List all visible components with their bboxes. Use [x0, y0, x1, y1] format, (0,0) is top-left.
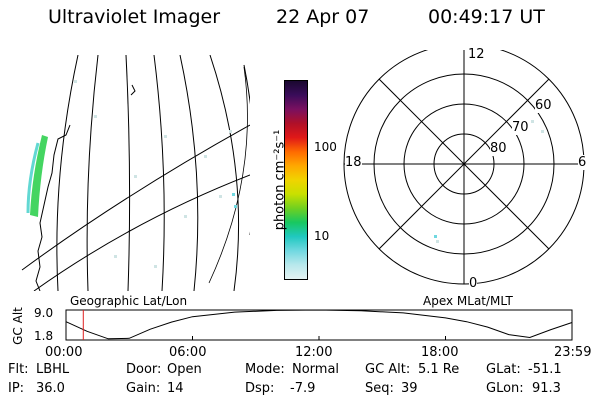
- footer-value: Open: [167, 362, 202, 377]
- footer-label: Flt:: [8, 362, 29, 377]
- chart-xtick-label: 12:00: [295, 345, 333, 360]
- header-date: 22 Apr 07: [276, 6, 370, 28]
- chart-xtick-label: 18:00: [421, 345, 459, 360]
- chart-ytick-label: 1.8: [34, 329, 54, 343]
- polar-plot: [343, 50, 585, 285]
- footer-value: Normal: [292, 362, 340, 377]
- mlt-label-right: 6: [578, 155, 587, 170]
- colorbar: [284, 80, 308, 280]
- footer-value: 14: [167, 381, 184, 396]
- footer-label: Dsp:: [245, 381, 275, 396]
- footer-label: Gain:: [126, 381, 161, 396]
- mlt-label-bottom: 0: [469, 276, 478, 291]
- aurora-emission: [26, 142, 40, 214]
- footer-value: LBHL: [36, 362, 70, 377]
- footer-value: 39: [401, 381, 418, 396]
- footer-value: 91.3: [532, 381, 561, 396]
- lat-label-80: 80: [490, 141, 507, 156]
- aurora-emission: [30, 135, 48, 217]
- footer-value: -51.1: [528, 362, 562, 377]
- coastline: [35, 124, 71, 291]
- footer-label: GLat:: [486, 362, 521, 377]
- lat-label-70: 70: [512, 120, 529, 135]
- geo-panel-label: Geographic Lat/Lon: [70, 294, 188, 308]
- page-title: Ultraviolet Imager: [48, 6, 221, 28]
- chart-ytick-label: 9.0: [34, 306, 54, 320]
- parallel-line: [33, 174, 250, 291]
- meridian-line: [209, 55, 240, 291]
- altitude-chart: [65, 309, 573, 341]
- colorbar-unit-label: photon cm⁻²s⁻¹: [272, 129, 288, 231]
- lat-label-60: 60: [535, 98, 552, 113]
- geographic-image: [21, 55, 250, 291]
- header-time: 00:49:17 UT: [428, 6, 545, 28]
- chart-xtick-label: 00:00: [45, 345, 83, 360]
- mlt-label-top: 12: [468, 47, 485, 62]
- footer-value: 36.0: [36, 381, 65, 396]
- footer-label: Seq:: [365, 381, 394, 396]
- footer-value: -7.9: [290, 381, 316, 396]
- footer-label: IP:: [8, 381, 25, 396]
- chart-xtick-label: 23:59: [554, 345, 592, 360]
- chart-frame: [65, 309, 573, 341]
- footer-label: GLon:: [486, 381, 524, 396]
- altitude-series-line: [65, 309, 573, 340]
- meridian-line: [153, 55, 165, 291]
- mlt-label-left: 18: [345, 155, 362, 170]
- footer-label: Mode:: [245, 362, 285, 377]
- polar-spoke: [378, 78, 550, 250]
- footer-value: 5.1 Re: [418, 362, 460, 377]
- polar-panel-label: Apex MLat/MLT: [423, 294, 513, 308]
- coastline: [130, 84, 136, 96]
- horizon-arc: [208, 66, 248, 284]
- parallel-line: [21, 124, 250, 271]
- meridian-line: [86, 55, 99, 291]
- meridian-line: [125, 55, 131, 291]
- meridian-line: [243, 64, 250, 235]
- meridian-line: [56, 55, 79, 291]
- colorbar-tick-label: 10: [314, 229, 330, 243]
- meridian-line: [179, 55, 199, 291]
- footer-label: Door:: [126, 362, 162, 377]
- chart-ylabel: GC Alt: [11, 307, 25, 345]
- footer-label: GC Alt:: [365, 362, 411, 377]
- chart-xtick-label: 06:00: [169, 345, 207, 360]
- colorbar-tick-label: 100: [314, 140, 337, 154]
